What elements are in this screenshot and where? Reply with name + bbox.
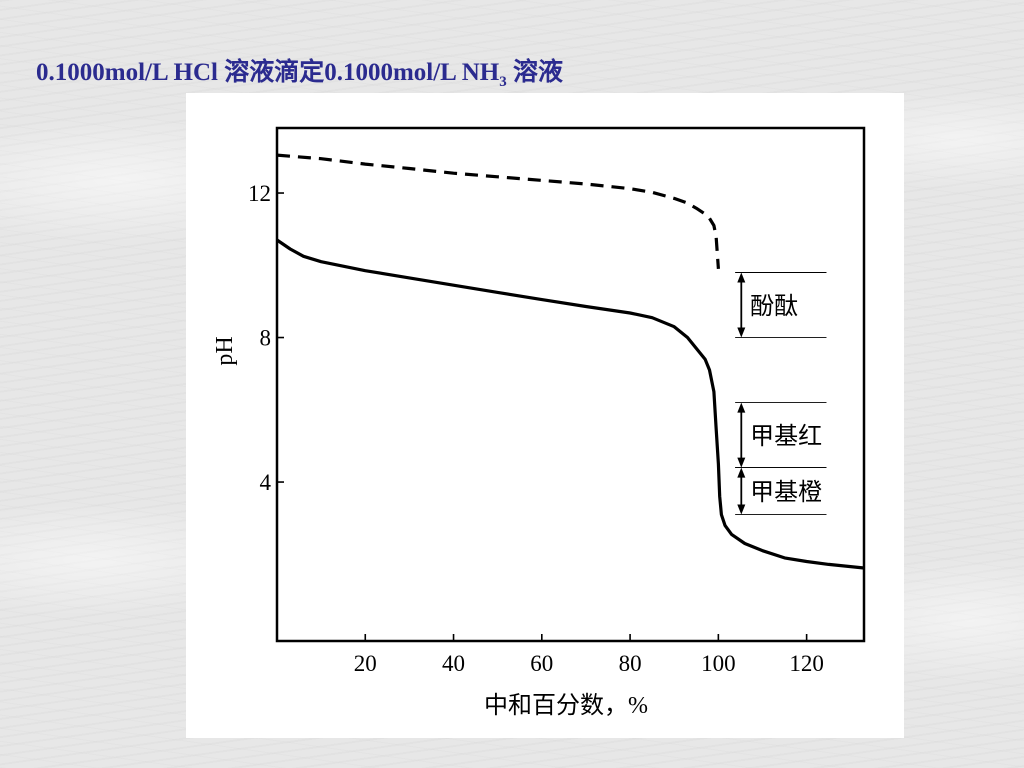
slide-title-tail: 溶液 <box>506 59 563 86</box>
indicator-arrowhead-down-0 <box>737 327 746 338</box>
indicator-arrowhead-down-1 <box>737 457 746 468</box>
x-tick-label-0: 20 <box>354 651 377 676</box>
x-tick-label-4: 100 <box>701 651 736 676</box>
indicator-arrowhead-up-1 <box>737 402 746 413</box>
x-axis-title: 中和百分数，% <box>484 692 648 719</box>
indicator-label-0: 酚酞 <box>750 292 798 320</box>
y-tick-label-0: 4 <box>260 470 272 495</box>
dashed-titration-curve <box>276 153 720 270</box>
plot-frame <box>275 126 866 643</box>
indicator-arrowhead-down-2 <box>737 504 746 515</box>
chart-panel: 酚酞甲基红甲基橙 20 40 60 80 100 120 4 8 12 中和百分数，% pH <box>186 93 904 738</box>
slide-title-subscript: 3 <box>499 74 507 90</box>
x-tick-label-3: 80 <box>619 651 642 676</box>
x-tick-label-2: 60 <box>530 651 553 676</box>
indicator-arrowhead-up-0 <box>737 272 746 283</box>
indicator-arrowhead-up-2 <box>737 467 746 478</box>
indicator-label-2: 甲基橙 <box>750 478 822 506</box>
y-tick-label-1: 8 <box>260 326 272 351</box>
indicator-label-1: 甲基红 <box>750 422 822 450</box>
solid-titration-curve <box>276 238 865 570</box>
y-tick-label-2: 12 <box>248 181 271 206</box>
tick-layer: 20 40 60 80 100 120 4 8 12 <box>248 181 824 676</box>
x-tick-label-5: 120 <box>789 651 824 676</box>
y-axis-title: pH <box>212 336 238 365</box>
slide-title: 0.1000mol/L HCl 溶液滴定0.1000mol/L NH3 溶液 <box>36 52 563 91</box>
slide-title-main: 0.1000mol/L HCl 溶液滴定0.1000mol/L NH <box>36 59 500 86</box>
x-tick-label-1: 40 <box>442 651 465 676</box>
series-layer <box>276 153 865 570</box>
